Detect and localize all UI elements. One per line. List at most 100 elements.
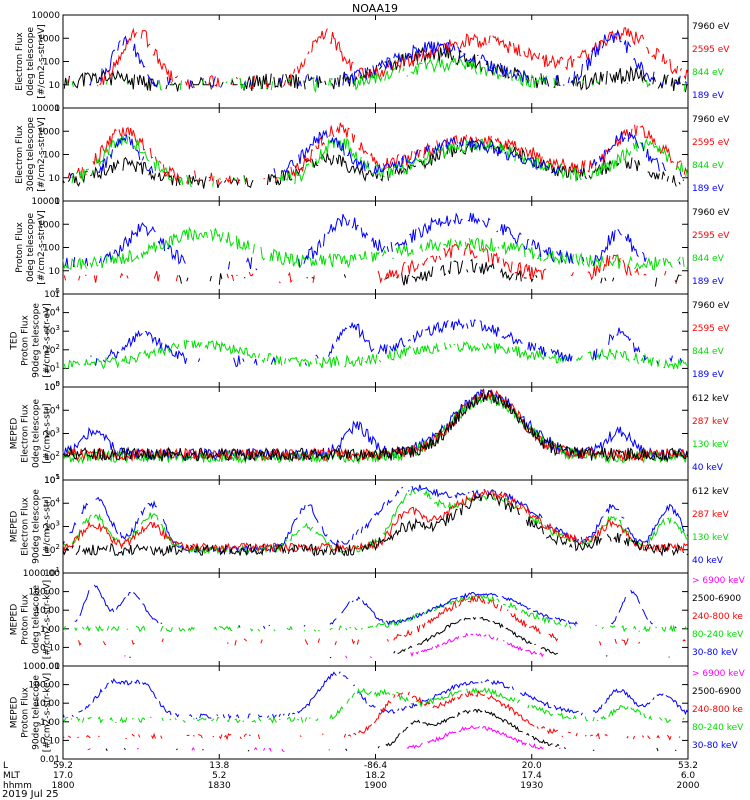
panel-frame-5 [62,386,689,481]
y-tick-label: 105 [44,287,60,300]
chart-title: NOAA19 [352,2,398,15]
x-tick-label: 2000 [677,781,700,791]
y-tick-label: 10000 [31,197,60,207]
y-tick-label: 103 [44,324,60,337]
y-tick-label: 10.00 [34,699,60,709]
series-line [63,46,688,93]
y-axis-label-line: Electron Flux [21,404,31,463]
y-tick-label: 1.00 [40,718,60,728]
y-tick-label: 1000 [37,220,60,230]
legend-entry: 130 keV [692,440,729,450]
legend-entry: 7960 eV [692,22,730,32]
y-tick-label: 10 [49,267,61,277]
series-line [62,687,685,724]
legend-entry: 2595 eV [692,231,730,241]
y-axis-label-line: TED [10,331,20,350]
series-line [179,260,686,287]
legend-entry: 80-240 keV [692,723,744,733]
legend-entry: 40 keV [692,463,724,473]
y-axis-label-line: Proton Flux [21,594,31,645]
y-axis-label-line: 0deg telescope [32,399,42,469]
y-tick-label: 1000.00 [23,569,60,579]
series-line [106,709,687,751]
x-tick-label: 59.2 [53,761,73,771]
y-axis-label-line: 90deg telescope [32,303,42,378]
y-tick-label: 100 [44,380,60,393]
y-axis-label-line: 30deg telescope [26,117,36,192]
x-tick-label: 17.4 [522,771,542,781]
y-tick-label: 104 [44,496,60,509]
x-axis-row-label: MLT [3,771,21,781]
y-axis-label-line: [#/cm2-s-str-eV] [43,303,53,378]
y-axis-label-line: Proton Flux [21,315,31,366]
legend-entry: 2500-6900 [692,687,741,697]
series-line [62,226,689,271]
x-tick-label: 1830 [208,781,231,791]
x-axis-row-label: hhmm [3,781,32,791]
series-line [62,389,689,463]
legend-entry: 844 eV [692,347,725,357]
y-tick-label: 10000 [31,11,60,21]
y-tick-label: 1 [54,104,60,114]
series-line [67,27,689,91]
y-axis-label-line: [#/cm2-s-str-keV] [43,580,53,659]
legend-entry: 612 keV [692,394,729,404]
y-axis-label-line: Proton Flux [15,222,25,273]
y-axis-label-line: MEPED [10,604,20,636]
y-tick-label: 105 [44,380,60,393]
y-tick-label: 1000 [37,34,60,44]
y-tick-label: 101 [44,566,60,579]
series-line [62,389,689,463]
series-line [66,213,683,270]
y-axis-label-line: [#/cm2-s-str-keV] [43,673,53,752]
y-tick-label: 1000.00 [23,662,60,672]
legend-entry: 240-800 ke [692,612,743,622]
y-axis-label-line: 0deg telescope [26,213,36,283]
y-axis-label-line: [#/cm2-s-str] [43,403,53,463]
y-tick-label: 100 [43,244,60,254]
y-tick-label: 10 [49,174,61,184]
y-tick-label: 100.00 [29,588,61,598]
date-label: 2019 Jul 25 [2,789,59,800]
x-tick-label: 13.8 [209,761,229,771]
y-axis-label-line: Electron Flux [15,125,25,184]
y-tick-label: 10 [49,81,61,91]
y-tick-label: 102 [44,543,60,556]
panel-frame-7 [62,572,689,667]
series-line [89,29,688,89]
legend-entry: 2595 eV [692,324,730,334]
y-axis-label-line: [#/cm2-s-str-eV] [37,117,47,192]
y-axis-label-line: 90deg telescope [32,675,42,750]
x-tick-label: 20.0 [522,761,542,771]
x-tick-label: 53.2 [678,761,698,771]
y-axis-label-line: MEPED [10,418,20,450]
y-axis-label-line: Proton Flux [21,687,31,738]
y-axis-label-line: 0deg telescope [26,27,36,97]
series-line [74,584,677,629]
legend-entry: 612 keV [692,487,729,497]
series-line [62,671,689,720]
y-tick-label: 0.01 [40,662,60,672]
legend-entry: 189 eV [692,91,725,101]
legend-entry: 844 eV [692,68,725,78]
y-tick-label: 100 [43,151,60,161]
y-axis-label-line: 90deg telescope [32,489,42,564]
series-line [66,57,686,93]
legend-entry: 80-240 keV [692,630,744,640]
panel-frame-8 [62,665,689,760]
series-line [90,318,682,368]
legend-entry: 844 eV [692,161,725,171]
legend-entry: 844 eV [692,254,725,264]
y-axis-label-line: [#/cm2-s-str-eV] [37,24,47,99]
x-tick-label: 1900 [364,781,387,791]
legend-entry: 287 keV [692,510,729,520]
x-tick-label: 18.2 [365,771,385,781]
y-axis-label-line: MEPED [10,511,20,543]
legend-entry: 40 keV [692,556,724,566]
legend-entry: 2595 eV [692,45,730,55]
series-line [62,489,689,554]
y-tick-label: 102 [44,450,60,463]
legend-entry: 7960 eV [692,301,730,311]
y-tick-label: 104 [44,306,60,319]
y-axis-label-line: [#/cm2-s-str] [43,496,53,556]
